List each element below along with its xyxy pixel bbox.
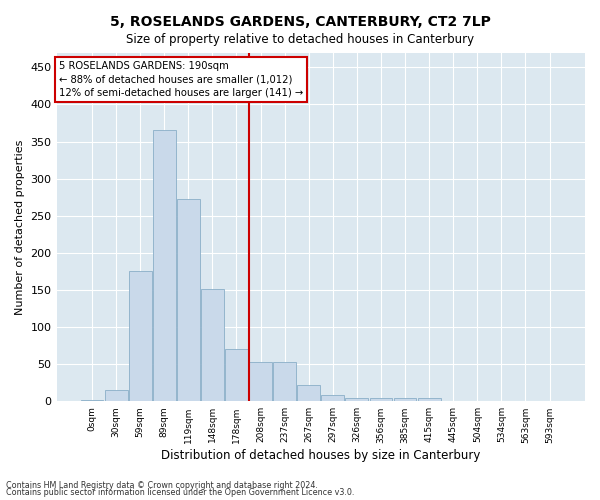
Text: 5, ROSELANDS GARDENS, CANTERBURY, CT2 7LP: 5, ROSELANDS GARDENS, CANTERBURY, CT2 7L… [110,15,490,29]
Bar [297,385,320,402]
Bar [346,398,368,402]
Text: Contains HM Land Registry data © Crown copyright and database right 2024.: Contains HM Land Registry data © Crown c… [6,480,318,490]
Bar [538,400,561,402]
Bar [177,198,200,402]
Bar [225,350,248,402]
Bar [104,390,128,402]
Bar [370,398,392,402]
X-axis label: Distribution of detached houses by size in Canterbury: Distribution of detached houses by size … [161,450,481,462]
Bar [490,400,513,402]
Bar [201,288,224,402]
Bar [153,130,176,402]
Bar [249,362,272,402]
Bar [129,272,152,402]
Bar [80,400,103,402]
Bar [322,396,344,402]
Text: Contains public sector information licensed under the Open Government Licence v3: Contains public sector information licen… [6,488,355,497]
Bar [394,398,416,402]
Text: 5 ROSELANDS GARDENS: 190sqm
← 88% of detached houses are smaller (1,012)
12% of : 5 ROSELANDS GARDENS: 190sqm ← 88% of det… [59,61,304,98]
Y-axis label: Number of detached properties: Number of detached properties [15,139,25,314]
Text: Size of property relative to detached houses in Canterbury: Size of property relative to detached ho… [126,32,474,46]
Bar [418,398,440,402]
Bar [273,362,296,402]
